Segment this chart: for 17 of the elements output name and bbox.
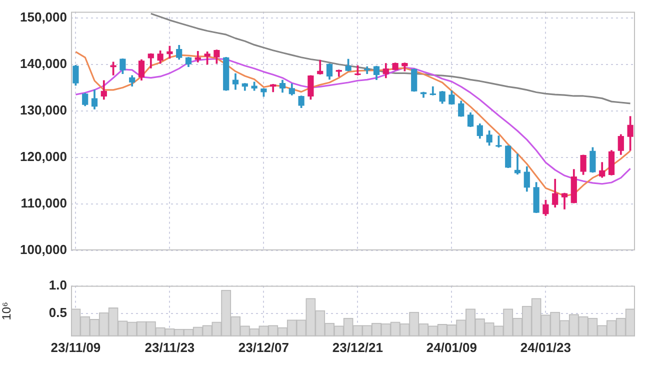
x-tick-label: 24/01/09 bbox=[426, 340, 478, 355]
x-tick-label: 23/12/07 bbox=[238, 340, 290, 355]
x-tick-label: 24/01/23 bbox=[520, 340, 572, 355]
y-axis-title: 10⁶ bbox=[0, 302, 14, 320]
y-tick-label: 1.0 bbox=[48, 277, 67, 292]
x-tick-label: 23/11/23 bbox=[144, 340, 195, 355]
y-tick-label: 140,000 bbox=[20, 56, 67, 71]
candlestick bbox=[430, 86, 436, 96]
y-tick-label: 0.5 bbox=[48, 304, 67, 320]
y-tick-label: 130,000 bbox=[20, 102, 67, 118]
y-tick-label: 100,000 bbox=[20, 242, 67, 257]
x-tick-label: 23/11/09 bbox=[50, 340, 101, 355]
y-tick-label: 120,000 bbox=[20, 148, 67, 164]
candlestick bbox=[514, 154, 521, 174]
y-tick-label: 110,000 bbox=[20, 195, 67, 210]
x-tick-label: 23/12/21 bbox=[332, 340, 384, 355]
y-tick-label: 150,000 bbox=[20, 9, 67, 24]
